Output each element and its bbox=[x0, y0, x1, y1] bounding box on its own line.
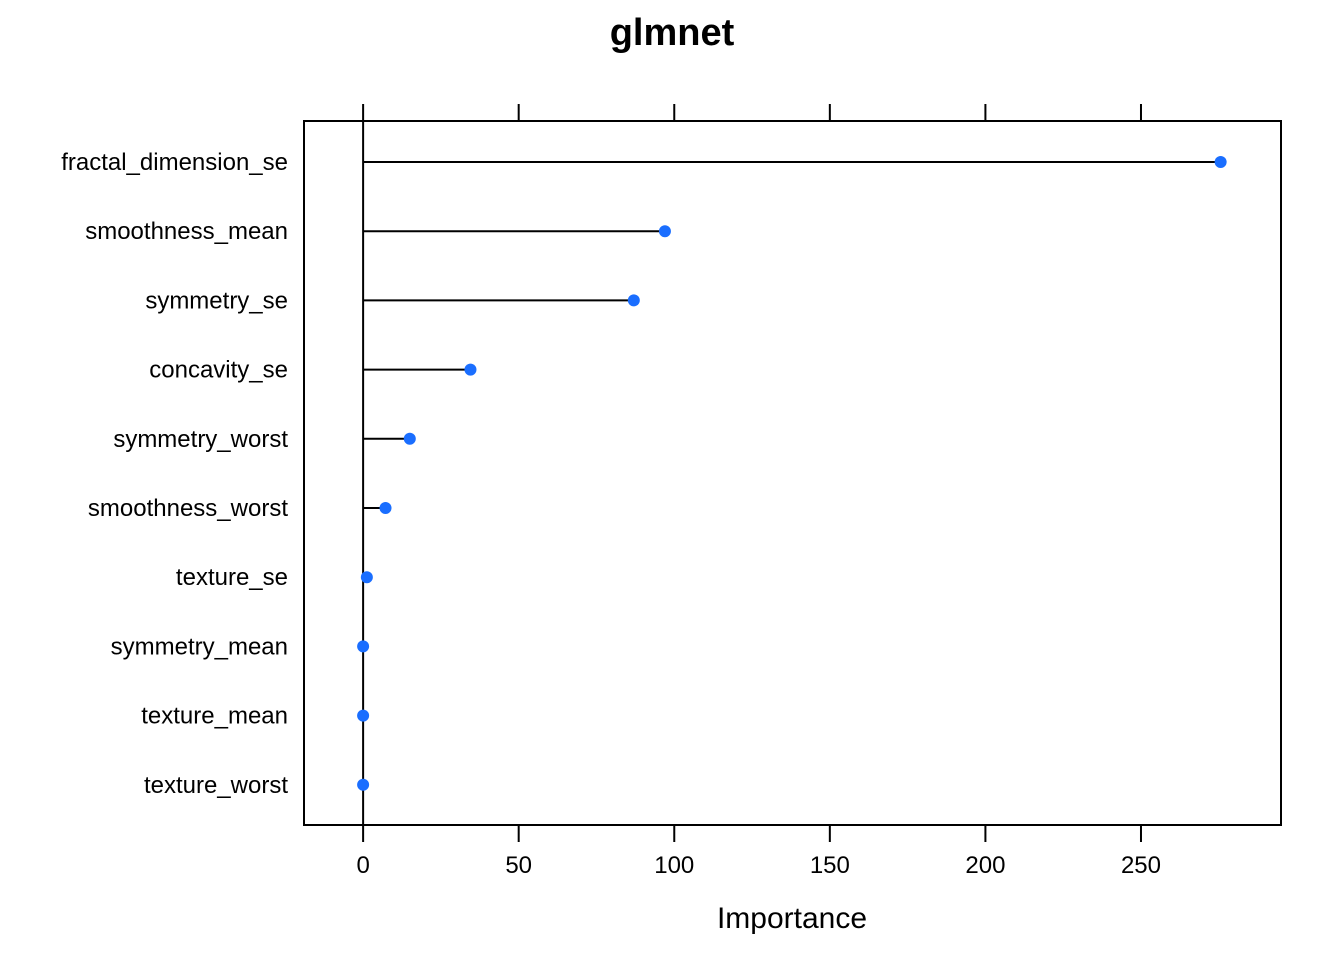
category-label: fractal_dimension_se bbox=[61, 149, 288, 176]
marks-layer bbox=[357, 121, 1227, 825]
data-point bbox=[379, 502, 392, 514]
category-label: texture_mean bbox=[141, 703, 288, 730]
x-tick-label: 200 bbox=[965, 852, 1005, 879]
chart-title: glmnet bbox=[610, 12, 735, 54]
category-label: texture_se bbox=[176, 564, 288, 591]
category-label: symmetry_mean bbox=[111, 633, 288, 660]
x-tick-label: 150 bbox=[810, 852, 850, 879]
data-point bbox=[403, 432, 416, 445]
x-tick-label: 250 bbox=[1121, 852, 1161, 879]
category-label: symmetry_se bbox=[145, 287, 288, 314]
x-axis: 0 50 100 150 200 250 bbox=[356, 104, 1161, 879]
x-tick-label: 50 bbox=[505, 852, 532, 879]
category-label: smoothness_worst bbox=[88, 495, 288, 522]
data-point bbox=[357, 709, 370, 722]
data-point bbox=[357, 640, 370, 653]
category-label: concavity_se bbox=[149, 357, 288, 384]
x-tick-label: 100 bbox=[654, 852, 694, 879]
data-point bbox=[627, 294, 640, 307]
data-point bbox=[658, 225, 671, 238]
data-point bbox=[360, 571, 373, 584]
category-label: symmetry_worst bbox=[113, 426, 288, 453]
category-label: smoothness_mean bbox=[85, 218, 288, 245]
y-axis-categories: fractal_dimension_se smoothness_meansymme… bbox=[61, 149, 288, 799]
data-point bbox=[1214, 156, 1227, 168]
x-axis-label: Importance bbox=[717, 902, 867, 935]
category-label: texture_worst bbox=[144, 772, 288, 799]
data-point bbox=[464, 363, 477, 376]
plot-frame bbox=[303, 120, 1282, 826]
x-tick-label: 0 bbox=[356, 852, 369, 879]
data-point bbox=[357, 778, 370, 791]
